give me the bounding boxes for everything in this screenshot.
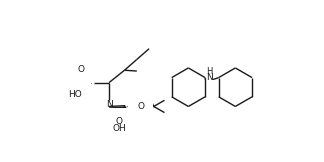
Text: O: O: [116, 117, 122, 126]
Text: HO: HO: [68, 90, 82, 99]
Text: H: H: [206, 67, 212, 75]
Text: N: N: [206, 73, 213, 82]
Text: OH: OH: [112, 124, 126, 133]
Text: O: O: [137, 102, 144, 111]
Text: O: O: [78, 65, 85, 74]
Text: N: N: [106, 100, 112, 109]
